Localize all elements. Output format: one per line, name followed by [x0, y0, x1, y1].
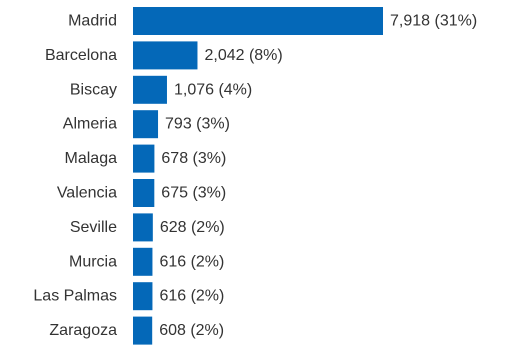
value-label-almeria: 793 (3%): [165, 116, 230, 133]
category-label-zaragoza: Zaragoza: [49, 322, 117, 339]
bar-barcelona: [133, 41, 198, 70]
value-label-barcelona: 2,042 (8%): [204, 47, 282, 64]
bar-almeria: [133, 110, 159, 139]
category-label-murcia: Murcia: [69, 253, 117, 270]
bar-murcia: [133, 247, 153, 276]
value-label-murcia: 616 (2%): [159, 253, 224, 270]
bar-malaga: [133, 144, 155, 173]
bar-zaragoza: [133, 316, 153, 345]
bar-biscay: [133, 75, 167, 104]
category-label-valencia: Valencia: [57, 185, 117, 202]
category-label-seville: Seville: [70, 219, 117, 236]
category-label-las-palmas: Las Palmas: [33, 288, 117, 305]
category-label-malaga: Malaga: [65, 150, 118, 167]
category-label-almeria: Almeria: [63, 116, 117, 133]
value-label-malaga: 678 (3%): [161, 150, 226, 167]
value-label-madrid: 7,918 (31%): [390, 13, 477, 30]
value-label-biscay: 1,076 (4%): [174, 81, 252, 98]
bar-las-palmas: [133, 282, 153, 311]
value-label-valencia: 675 (3%): [161, 185, 226, 202]
bar-valencia: [133, 179, 155, 207]
value-label-las-palmas: 616 (2%): [159, 288, 224, 305]
value-label-seville: 628 (2%): [160, 219, 225, 236]
category-label-madrid: Madrid: [68, 13, 117, 30]
category-label-barcelona: Barcelona: [45, 47, 117, 64]
bars: [133, 7, 383, 345]
value-labels: 7,918 (31%) 2,042 (8%) 1,076 (4%) 793 (3%) 6…: [159, 13, 477, 340]
category-label-biscay: Biscay: [70, 81, 117, 98]
bar-madrid: [133, 7, 383, 35]
bar-seville: [133, 213, 153, 242]
category-labels: Madrid Barcelona Biscay Almeria Malaga Valenc…: [33, 13, 117, 340]
value-label-zaragoza: 608 (2%): [159, 322, 224, 339]
